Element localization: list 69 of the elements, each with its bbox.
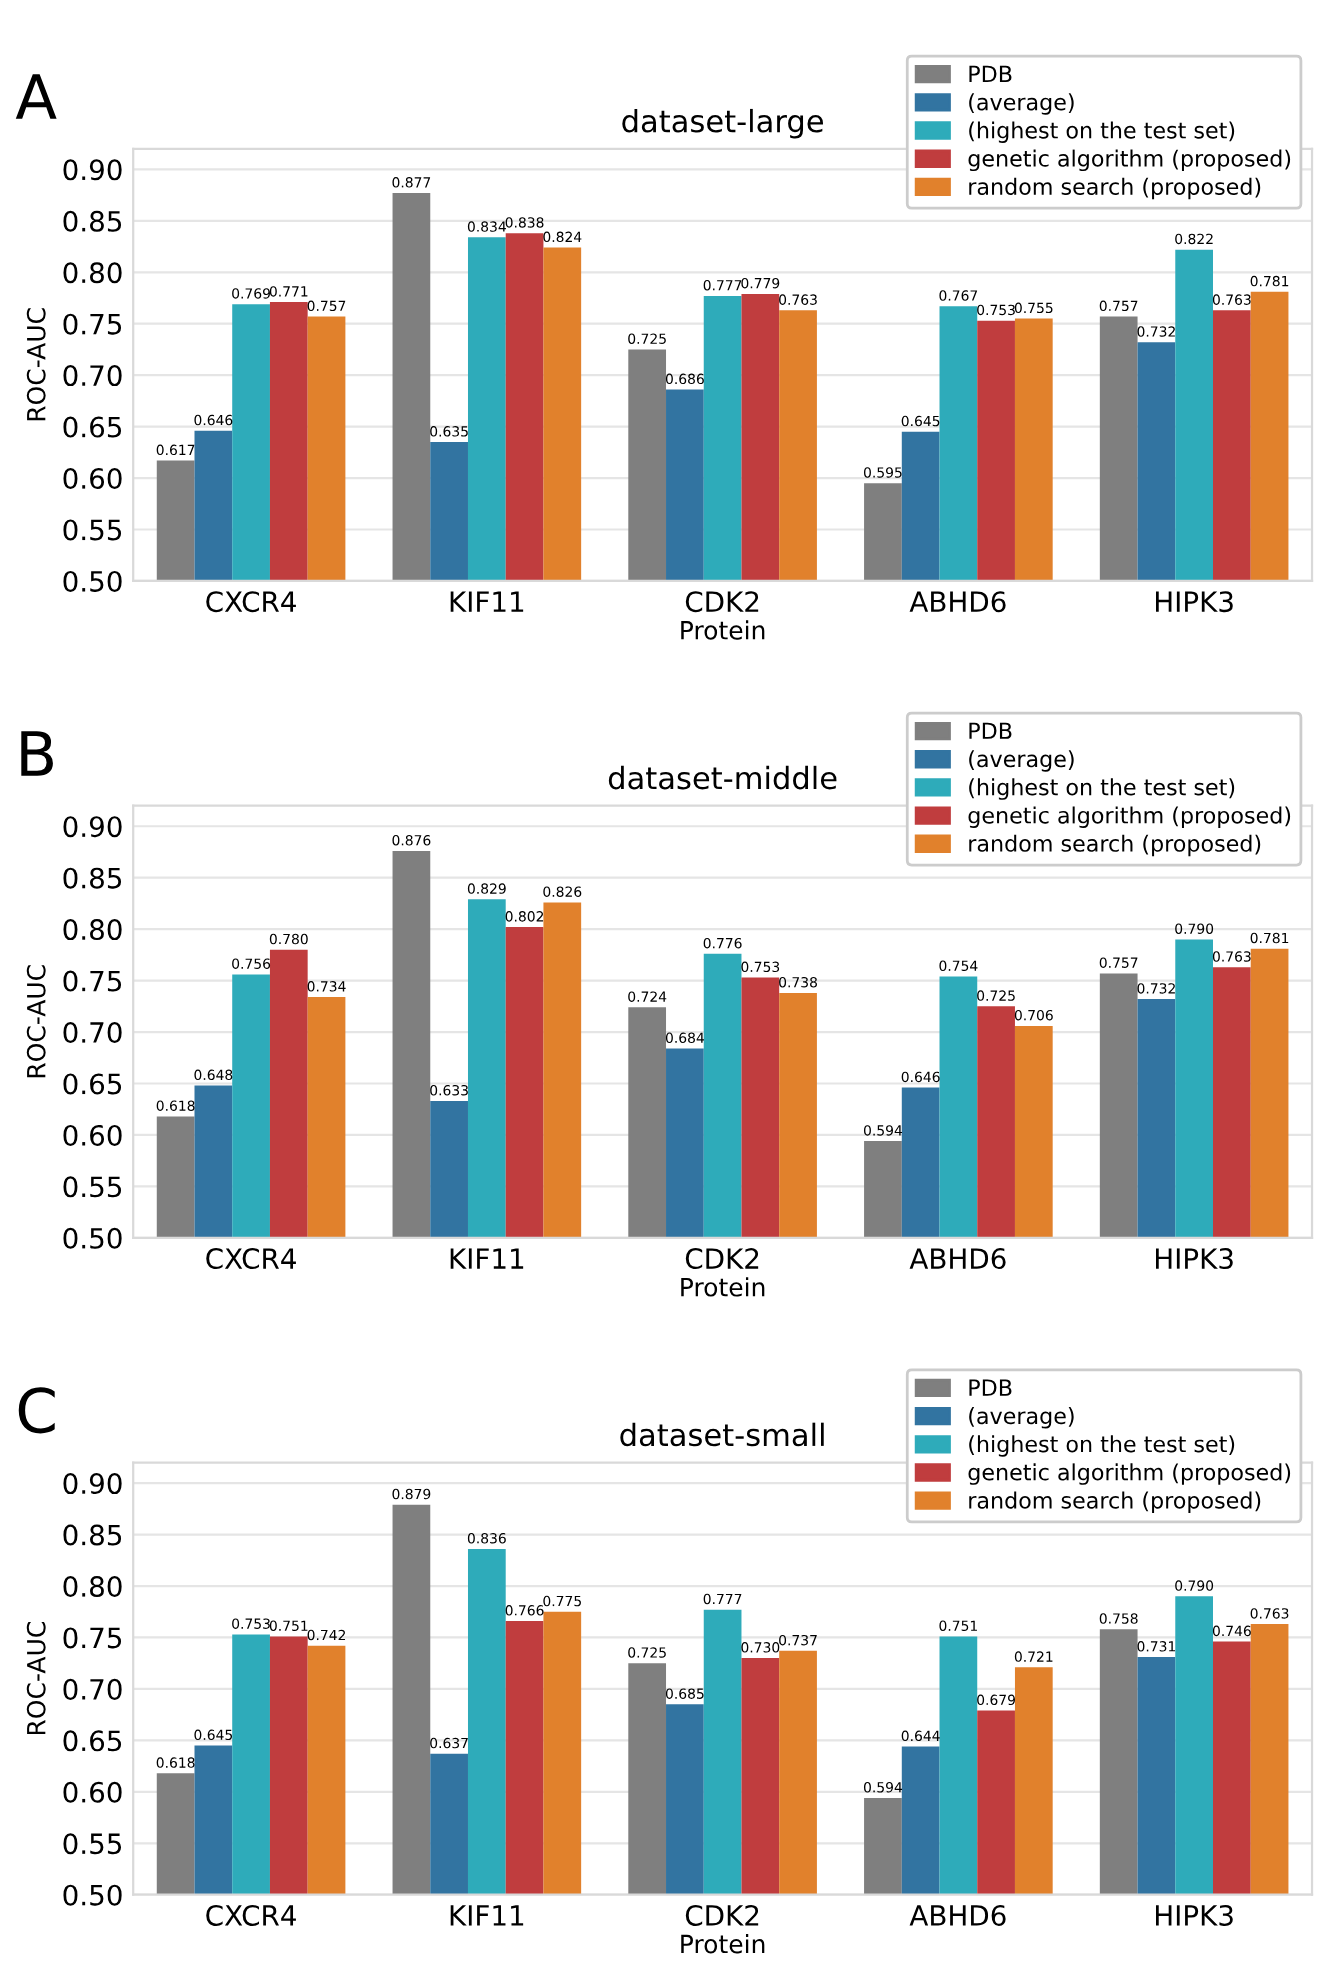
legend-label: (highest on the test set) (969, 778, 1235, 800)
x-axis-title: Protein (681, 620, 765, 640)
legend-label: (average) (969, 1407, 1074, 1429)
y-tick-label: 0.75 (63, 970, 122, 992)
x-tick-label: ABHD6 (909, 1904, 1006, 1926)
x-tick-label: KIF11 (450, 1248, 524, 1269)
legend-label: (average) (969, 93, 1074, 115)
y-tick-label: 0.85 (63, 867, 122, 889)
legend-label: genetic algorithm (proposed) (968, 1463, 1291, 1485)
legend-label: PDB (969, 65, 1012, 82)
text: A (15, 74, 57, 119)
x-tick-label: CXCR4 (206, 591, 296, 613)
y-tick-label: 0.75 (63, 313, 122, 335)
y-tick-label: 0.65 (63, 1730, 122, 1752)
x-tick-label: CDK2 (685, 591, 759, 613)
chart-title: dataset-middle (608, 765, 837, 790)
x-tick-label: CDK2 (685, 1904, 759, 1926)
y-tick-label: 0.60 (63, 1124, 122, 1146)
y-tick-label: 0.50 (63, 570, 122, 592)
legend-label: genetic algorithm (proposed) (968, 149, 1291, 172)
y-tick-label: 0.80 (63, 919, 122, 941)
x-tick-label: KIF11 (450, 591, 524, 612)
y-tick-label: 0.65 (63, 416, 122, 438)
y-tick-label: 0.65 (63, 1073, 122, 1095)
y-tick-label: 0.90 (63, 1473, 122, 1495)
y-axis-title: ROC-AUC (26, 1622, 46, 1735)
y-tick-label: 0.90 (63, 816, 122, 838)
x-tick-label: CXCR4 (206, 1248, 296, 1270)
chart-title: dataset-small (620, 1422, 824, 1447)
y-tick-label: 0.75 (63, 1627, 122, 1649)
legend-label: random search (proposed) (969, 834, 1261, 857)
y-tick-label: 0.50 (63, 1884, 122, 1906)
legend-label: random search (proposed) (969, 1491, 1261, 1514)
x-tick-label: ABHD6 (909, 1248, 1006, 1270)
legend-label: (average) (969, 750, 1074, 772)
x-axis-title: Protein (681, 1934, 765, 1954)
y-tick-label: 0.60 (63, 468, 122, 490)
x-tick-label: CDK2 (685, 1248, 759, 1270)
x-tick-label: HIPK3 (1156, 1904, 1233, 1926)
x-tick-label: KIF11 (450, 1905, 524, 1926)
y-tick-label: 0.55 (63, 1833, 122, 1855)
y-tick-label: 0.70 (63, 365, 122, 387)
x-axis-title: Protein (681, 1277, 765, 1297)
x-tick-label: HIPK3 (1156, 591, 1233, 613)
y-tick-label: 0.50 (63, 1227, 122, 1249)
y-tick-label: 0.55 (63, 519, 122, 541)
legend-label: random search (proposed) (969, 177, 1261, 200)
y-axis-title: ROC-AUC (26, 965, 46, 1078)
y-axis-title: ROC-AUC (26, 308, 46, 421)
legend-label: PDB (969, 1379, 1012, 1396)
y-tick-label: 0.80 (63, 1575, 122, 1597)
text: B (21, 731, 53, 776)
legend-label: (highest on the test set) (969, 121, 1235, 143)
y-tick-label: 0.60 (63, 1781, 122, 1803)
y-tick-label: 0.90 (63, 159, 122, 181)
x-tick-label: HIPK3 (1156, 1248, 1233, 1270)
y-tick-label: 0.85 (63, 1524, 122, 1546)
y-tick-label: 0.80 (63, 262, 122, 284)
legend-label: (highest on the test set) (969, 1435, 1235, 1457)
legend-label: genetic algorithm (proposed) (968, 806, 1291, 828)
chart-title: dataset-large (622, 108, 823, 139)
y-tick-label: 0.70 (63, 1021, 122, 1043)
y-tick-label: 0.85 (63, 210, 122, 232)
y-tick-label: 0.70 (63, 1678, 122, 1700)
x-tick-label: CXCR4 (206, 1904, 296, 1926)
legend-label: PDB (969, 722, 1012, 739)
text: C (18, 1387, 55, 1434)
y-tick-label: 0.55 (63, 1176, 122, 1198)
x-tick-label: ABHD6 (909, 591, 1006, 613)
